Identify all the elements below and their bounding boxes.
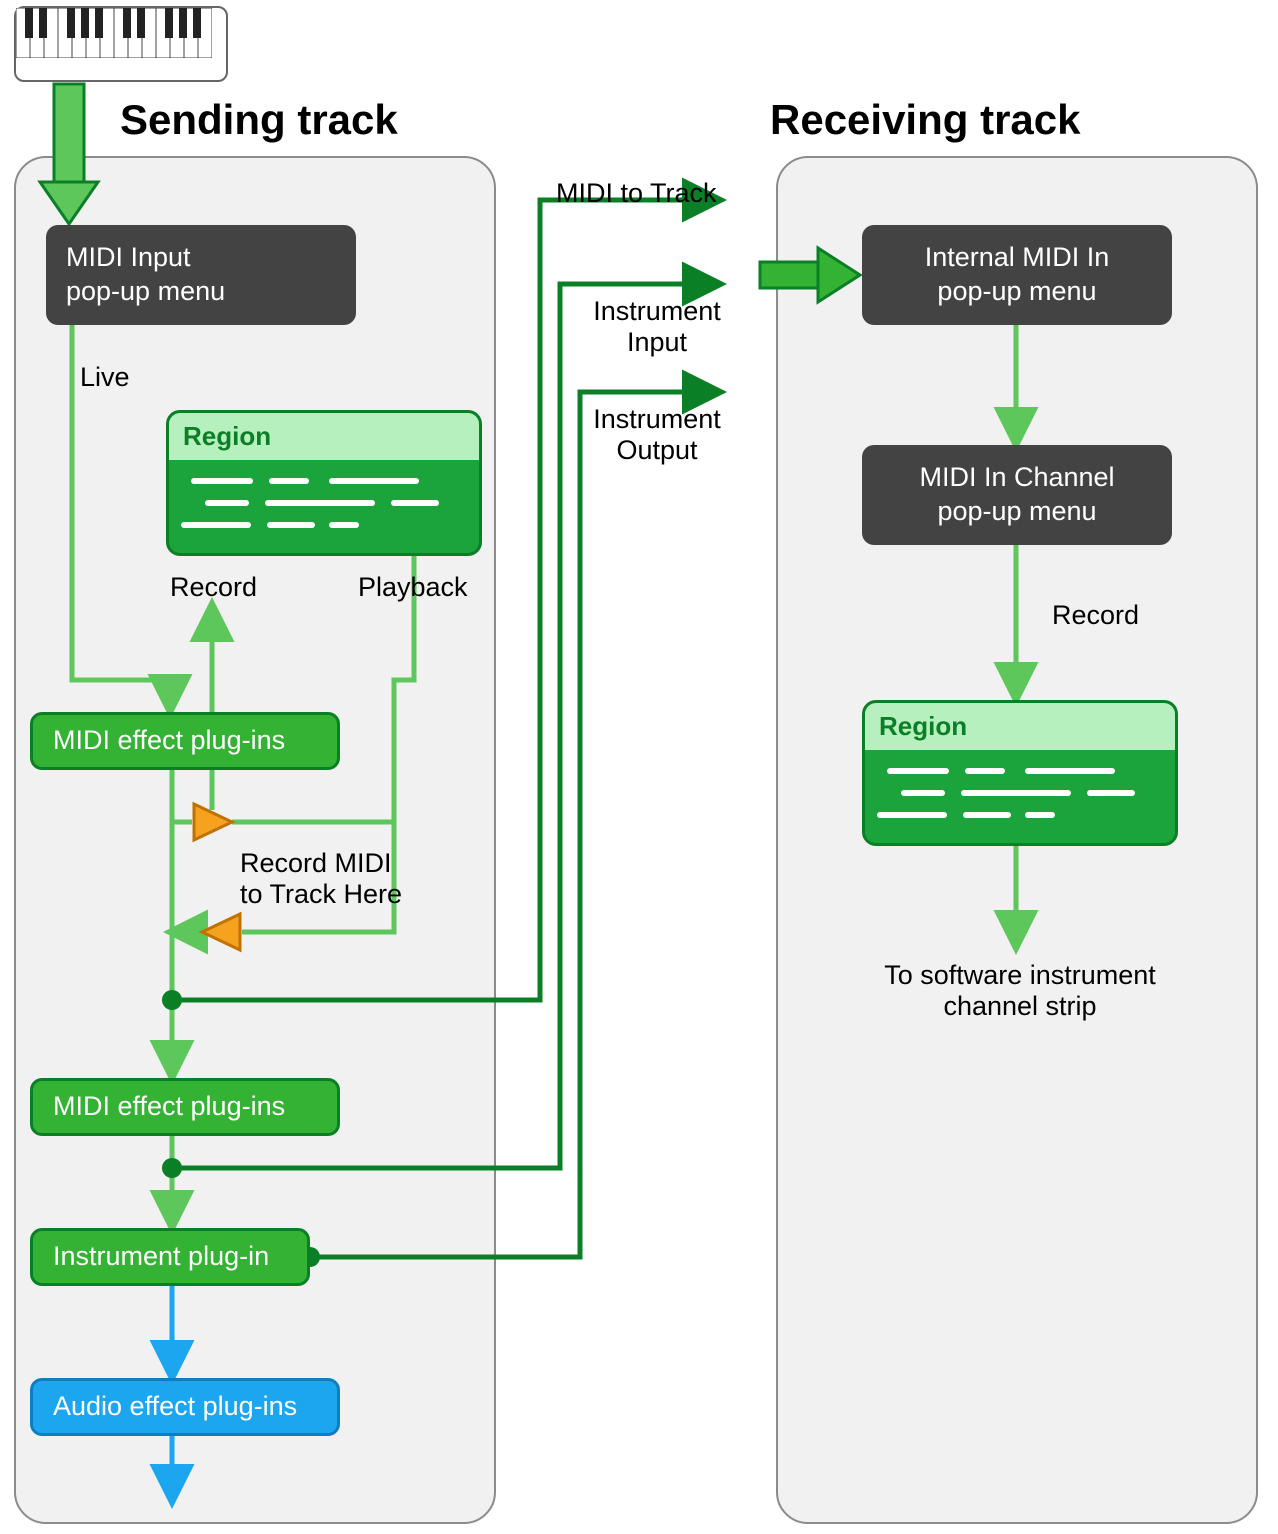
midi-fx-1: MIDI effect plug-ins [30, 712, 340, 770]
keyboard-input-arrow [40, 84, 98, 224]
live-label: Live [80, 362, 130, 393]
triangle-left-icon [202, 914, 240, 950]
region-header-r: Region [865, 703, 1175, 750]
record-here-label: Record MIDI to Track Here [240, 848, 402, 910]
midi-keyboard-icon [14, 6, 228, 82]
midi-fx-2: MIDI effect plug-ins [30, 1078, 340, 1136]
instrument-output-label: Instrument Output [572, 404, 742, 466]
record-label: Record [170, 572, 257, 603]
midi-to-track-label: MIDI to Track [556, 178, 717, 209]
midi-input-menu: MIDI Input pop-up menu [46, 225, 356, 325]
receiving-region: Region [862, 700, 1178, 846]
region-header: Region [169, 413, 479, 460]
playback-label: Playback [358, 572, 468, 603]
midi-in-channel-menu: MIDI In Channel pop-up menu [862, 445, 1172, 545]
to-channel-strip-label: To software instrument channel strip [870, 960, 1170, 1022]
receiving-input-arrow [760, 248, 860, 302]
instrument-input-label: Instrument Input [572, 296, 742, 358]
internal-midi-in-menu: Internal MIDI In pop-up menu [862, 225, 1172, 325]
audio-fx: Audio effect plug-ins [30, 1378, 340, 1436]
instrument-plugin: Instrument plug-in [30, 1228, 310, 1286]
right-record-label: Record [1052, 600, 1139, 631]
sending-region: Region [166, 410, 482, 556]
